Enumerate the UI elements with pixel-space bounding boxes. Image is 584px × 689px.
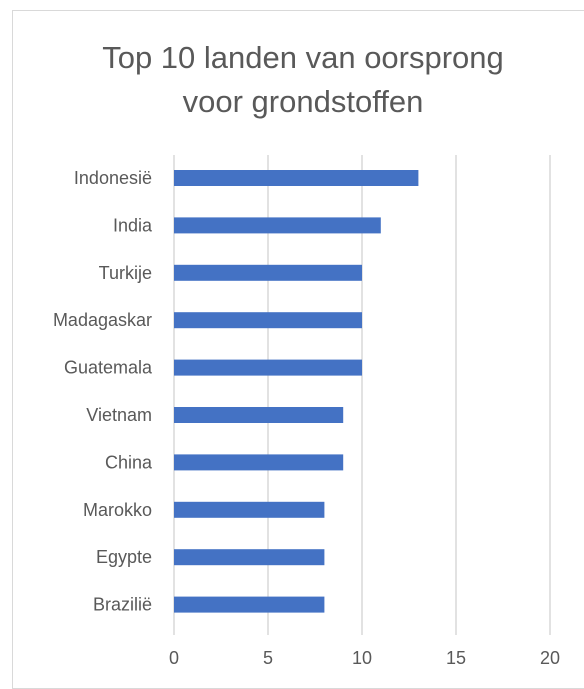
x-axis-tick-labels: 0 5 10 15 20 [169,648,560,668]
bar [174,454,344,471]
x-tick-label: 10 [352,648,372,668]
bars [174,170,419,613]
category-label: Turkije [99,263,152,283]
bar [174,549,325,566]
x-tick-label: 5 [263,648,273,668]
chart-title-line-2: voor grondstoffen [183,84,424,119]
chart-title-line-1: Top 10 landen van oorsprong [102,40,504,75]
category-labels: Indonesië India Turkije Madagaskar Guatemala… [53,168,153,615]
category-label: Guatemala [64,358,153,378]
chart-title: Top 10 landen van oorsprong voor grondst… [102,40,504,119]
category-label: Vietnam [86,405,152,425]
bar [174,170,419,186]
category-label: Egypte [96,547,152,567]
bar [174,359,362,376]
x-tick-label: 20 [540,648,560,668]
bar [174,264,362,281]
category-label: Madagaskar [53,310,152,330]
chart-frame [12,10,584,689]
bar [174,407,344,423]
category-label: China [105,452,153,472]
x-tick-label: 15 [446,648,466,668]
bar [174,217,381,234]
category-label: Brazilië [93,595,152,615]
bar [174,596,325,613]
x-tick-label: 0 [169,648,179,668]
category-label: Indonesië [74,168,152,188]
category-label: Marokko [83,500,152,520]
bar [174,501,325,518]
category-label: India [113,215,153,235]
bar [174,312,362,329]
